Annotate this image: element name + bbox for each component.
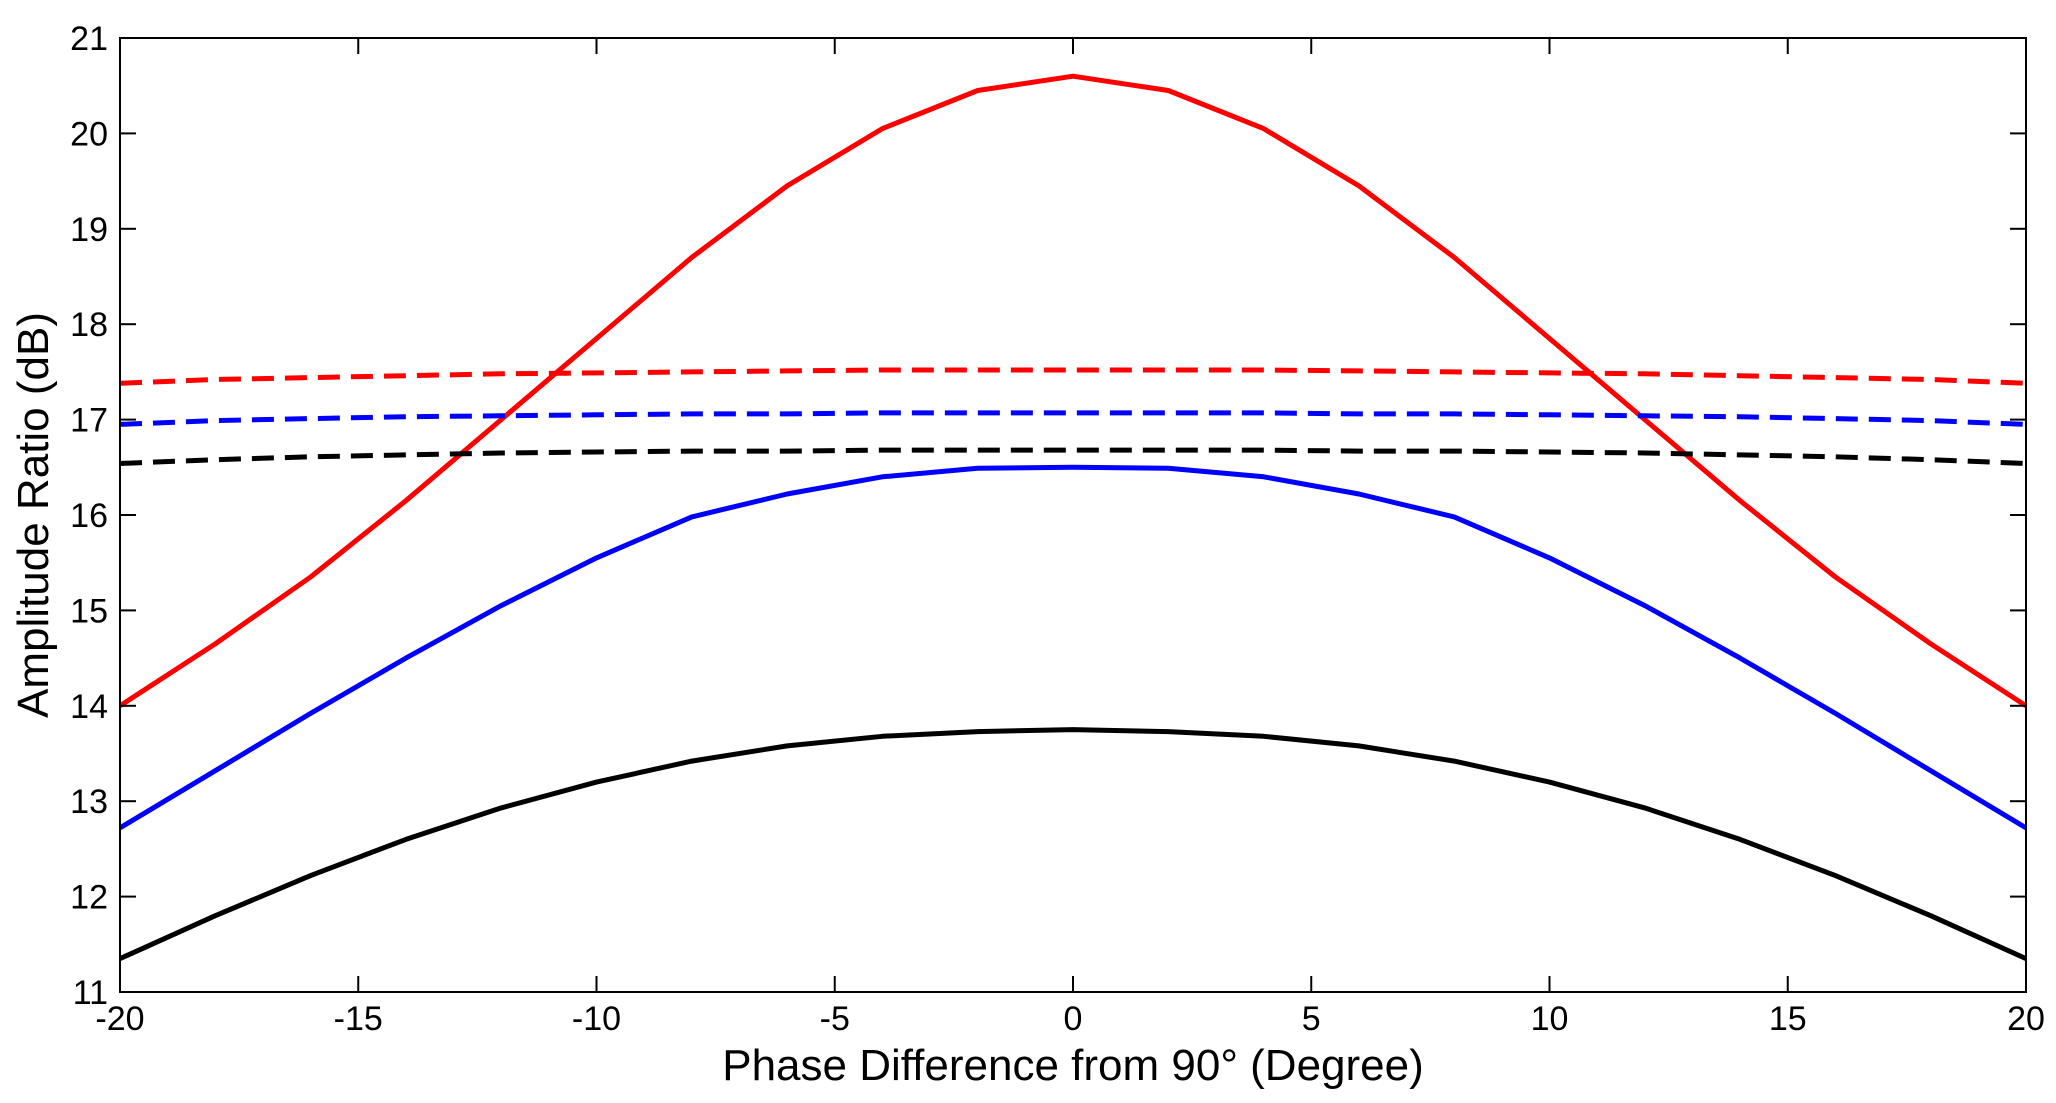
y-tick-label: 14	[70, 688, 108, 726]
y-tick-label: 19	[70, 211, 108, 249]
series-line-red-solid	[118, 73, 2028, 708]
x-tick-label: -15	[334, 1000, 383, 1038]
x-tick-label: 20	[2007, 1000, 2045, 1038]
x-tick-label: 0	[1064, 1000, 1083, 1038]
y-tick-label: 11	[73, 974, 108, 1012]
y-tick-label: 16	[70, 497, 108, 535]
series-line-black-solid	[118, 727, 2028, 961]
x-tick-label: 10	[1531, 1000, 1569, 1038]
series-line-blue-dashed	[119, 410, 2027, 427]
series-layer	[118, 73, 2028, 961]
series-line-blue-solid	[118, 464, 2028, 831]
y-axis-label: Amplitude Ratio (dB)	[9, 312, 58, 718]
plot-frame	[119, 37, 2027, 993]
x-axis-label: Phase Difference from 90° (Degree)	[722, 1041, 1424, 1090]
plot-background	[120, 38, 2026, 992]
y-tick-label: 12	[70, 879, 108, 917]
x-tick-label: -10	[572, 1000, 621, 1038]
y-tick-label: 21	[70, 20, 108, 58]
y-tick-label: 13	[70, 783, 108, 821]
x-tick-label: -20	[95, 1000, 144, 1038]
x-tick-label: 15	[1769, 1000, 1807, 1038]
y-tick-label: 17	[70, 402, 108, 440]
y-tick-label: 18	[70, 306, 108, 344]
series-line-red-dashed	[119, 367, 2027, 386]
x-tick-label: -5	[820, 1000, 850, 1038]
series-line-black-dashed	[119, 447, 2027, 466]
y-tick-label: 15	[70, 592, 108, 630]
y-tick-label: 20	[70, 115, 108, 153]
tick-label-layer: -20 -15 -10 -5 0 5 10 15 20 11 12 13 14 15 16 17 18 19 20 2…	[70, 20, 2045, 1038]
x-tick-label: 5	[1302, 1000, 1321, 1038]
